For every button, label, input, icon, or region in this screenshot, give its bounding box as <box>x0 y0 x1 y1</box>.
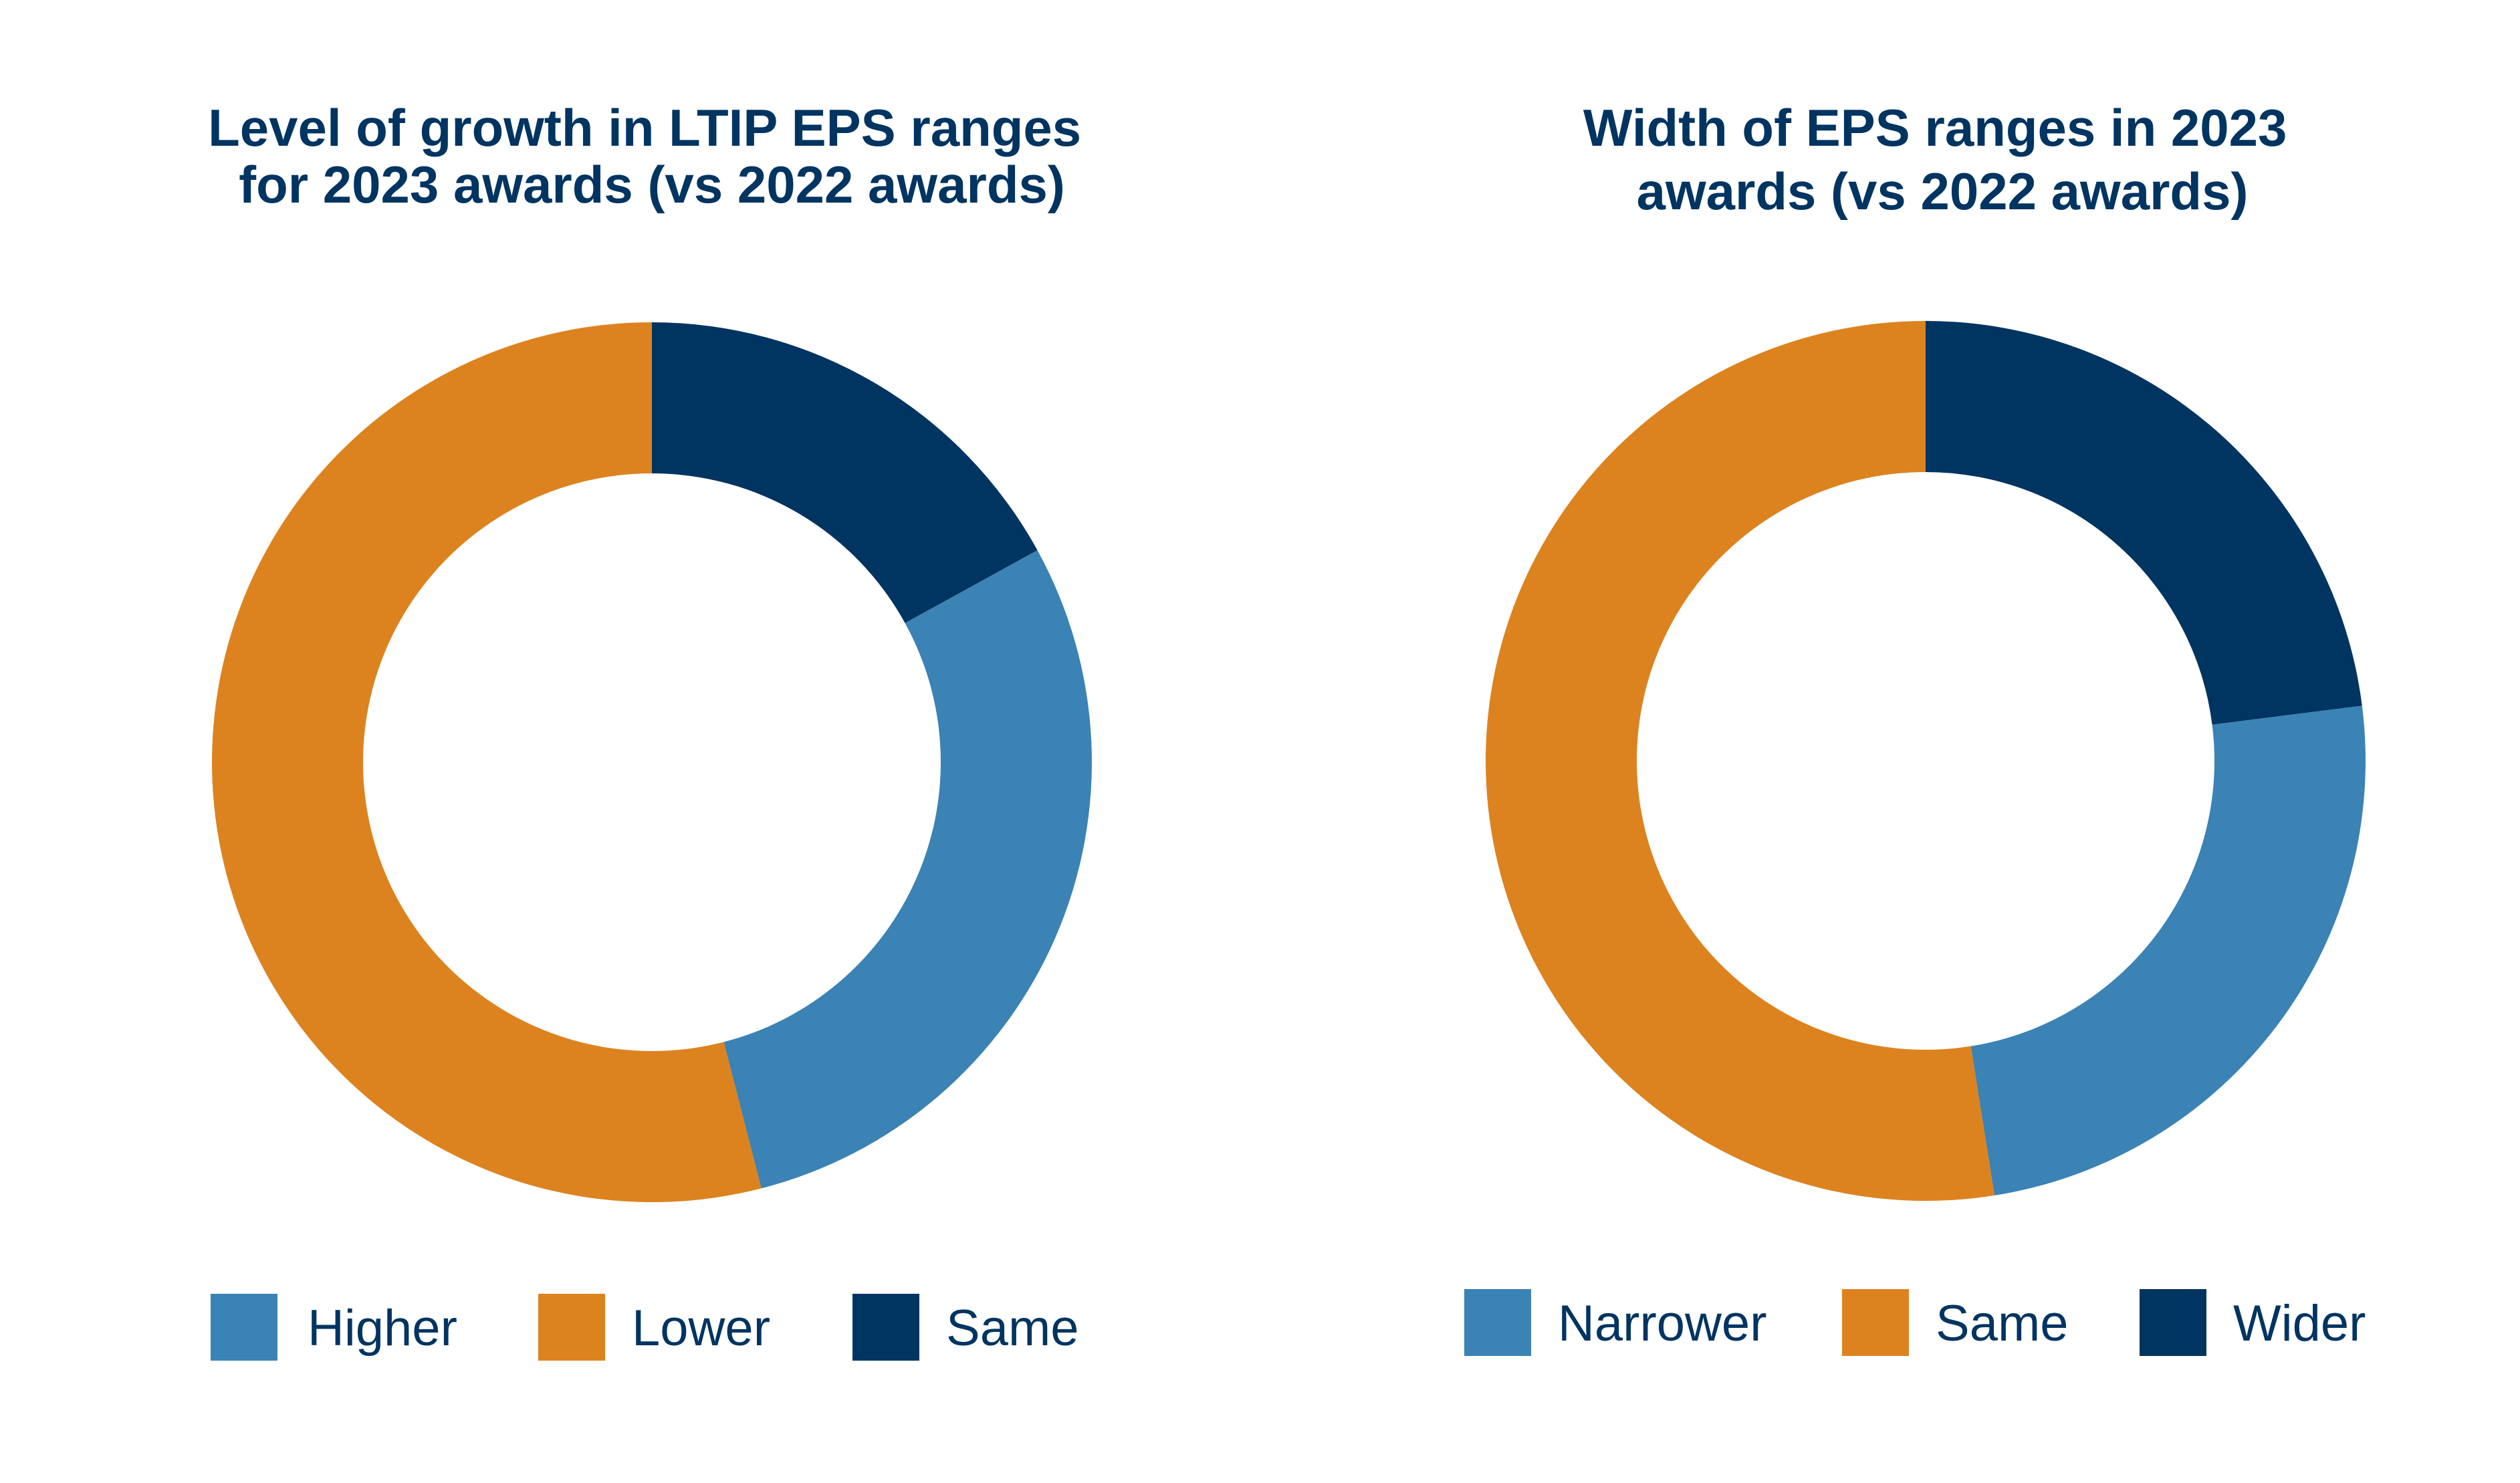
chart-title-line-2: for 2023 awards (vs 2022 awards) <box>239 155 1065 214</box>
donut-slices <box>212 322 1092 1202</box>
chart-legend: Higher Lower Same <box>211 1294 1079 1361</box>
chart-title-line-2: awards (vs 2022 awards) <box>1637 162 2249 221</box>
legend-label-higher: Higher <box>308 1300 457 1357</box>
donut-slice-wider <box>1926 321 2362 725</box>
donut-slice-narrower <box>1970 705 2366 1195</box>
donut-slice-higher <box>723 550 1092 1189</box>
legend-swatch-same <box>852 1294 919 1361</box>
donut-slices <box>1486 321 2366 1201</box>
chart-title: Level of growth in LTIP EPS ranges for 2… <box>208 98 1096 214</box>
legend-label-wider: Wider <box>2233 1295 2366 1352</box>
chart-title: Width of EPS ranges in 2023 awards (vs 2… <box>1583 98 2301 221</box>
legend-label-same: Same <box>1936 1295 2069 1352</box>
legend-label-narrower: Narrower <box>1558 1295 1767 1352</box>
legend-label-same: Same <box>946 1300 1079 1357</box>
legend-label-lower: Lower <box>632 1300 770 1357</box>
legend-swatch-wider <box>2140 1289 2206 1356</box>
legend-swatch-same <box>1842 1289 1909 1356</box>
donut-chart-eps-width: Width of EPS ranges in 2023 awards (vs 2… <box>1464 98 2366 1356</box>
chart-legend: Narrower Same Wider <box>1464 1289 2366 1356</box>
chart-title-line-1: Level of growth in LTIP EPS ranges <box>208 98 1081 157</box>
donut-chart-eps-growth: Level of growth in LTIP EPS ranges for 2… <box>208 98 1096 1361</box>
donut-slice-same <box>1486 321 1994 1201</box>
donut-slice-lower <box>212 322 762 1202</box>
legend-swatch-higher <box>211 1294 277 1361</box>
legend-swatch-lower <box>538 1294 605 1361</box>
donut-slice-same <box>652 322 1038 623</box>
legend-swatch-narrower <box>1464 1289 1531 1356</box>
chart-title-line-1: Width of EPS ranges in 2023 <box>1583 98 2287 157</box>
